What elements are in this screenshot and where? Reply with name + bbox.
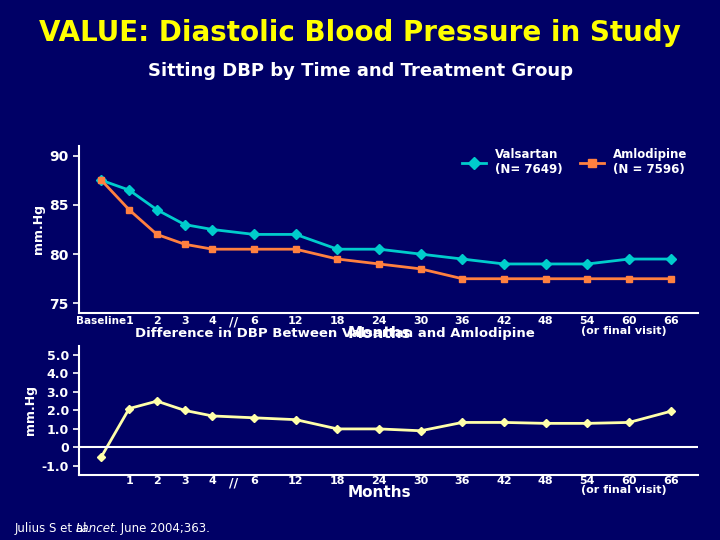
- Text: 36: 36: [454, 476, 470, 487]
- Text: 6: 6: [250, 476, 258, 487]
- Text: Julius S et al.: Julius S et al.: [14, 522, 94, 535]
- Text: Months: Months: [347, 485, 411, 501]
- Text: //: //: [229, 476, 238, 489]
- Text: Sitting DBP by Time and Treatment Group: Sitting DBP by Time and Treatment Group: [148, 62, 572, 80]
- Text: 60: 60: [621, 476, 636, 487]
- Text: 12: 12: [288, 316, 304, 326]
- Text: 54: 54: [580, 316, 595, 326]
- Text: 3: 3: [181, 476, 189, 487]
- Text: 48: 48: [538, 476, 554, 487]
- Text: 1: 1: [125, 316, 133, 326]
- Text: 66: 66: [662, 476, 678, 487]
- Text: Difference in DBP Between Valsartan and Amlodipine: Difference in DBP Between Valsartan and …: [135, 327, 535, 340]
- Text: 60: 60: [621, 316, 636, 326]
- Text: June 2004;363.: June 2004;363.: [117, 522, 210, 535]
- Text: 18: 18: [330, 476, 345, 487]
- Text: Baseline: Baseline: [76, 316, 127, 326]
- Text: 2: 2: [153, 316, 161, 326]
- Text: 24: 24: [372, 476, 387, 487]
- Text: Lancet.: Lancet.: [76, 522, 119, 535]
- Text: 30: 30: [413, 476, 428, 487]
- Text: 36: 36: [454, 316, 470, 326]
- Text: 54: 54: [580, 476, 595, 487]
- Text: 4: 4: [209, 476, 217, 487]
- Text: 12: 12: [288, 476, 304, 487]
- Text: 42: 42: [496, 316, 512, 326]
- Y-axis label: mm.Hg: mm.Hg: [32, 205, 45, 254]
- Legend: Valsartan
(N= 7649), Amlodipine
(N = 7596): Valsartan (N= 7649), Amlodipine (N = 759…: [457, 143, 693, 181]
- Text: 48: 48: [538, 316, 554, 326]
- Text: 6: 6: [250, 316, 258, 326]
- Text: VALUE: Diastolic Blood Pressure in Study: VALUE: Diastolic Blood Pressure in Study: [39, 19, 681, 47]
- Text: 30: 30: [413, 316, 428, 326]
- Text: //: //: [229, 316, 238, 329]
- Text: (or final visit): (or final visit): [580, 326, 666, 336]
- Text: (or final visit): (or final visit): [580, 485, 666, 495]
- Text: Months: Months: [347, 326, 411, 341]
- Text: 4: 4: [209, 316, 217, 326]
- Text: 1: 1: [125, 476, 133, 487]
- Text: 3: 3: [181, 316, 189, 326]
- Text: 66: 66: [662, 316, 678, 326]
- Y-axis label: mm.Hg: mm.Hg: [24, 386, 37, 435]
- Text: 24: 24: [372, 316, 387, 326]
- Text: 18: 18: [330, 316, 345, 326]
- Text: 2: 2: [153, 476, 161, 487]
- Text: 42: 42: [496, 476, 512, 487]
